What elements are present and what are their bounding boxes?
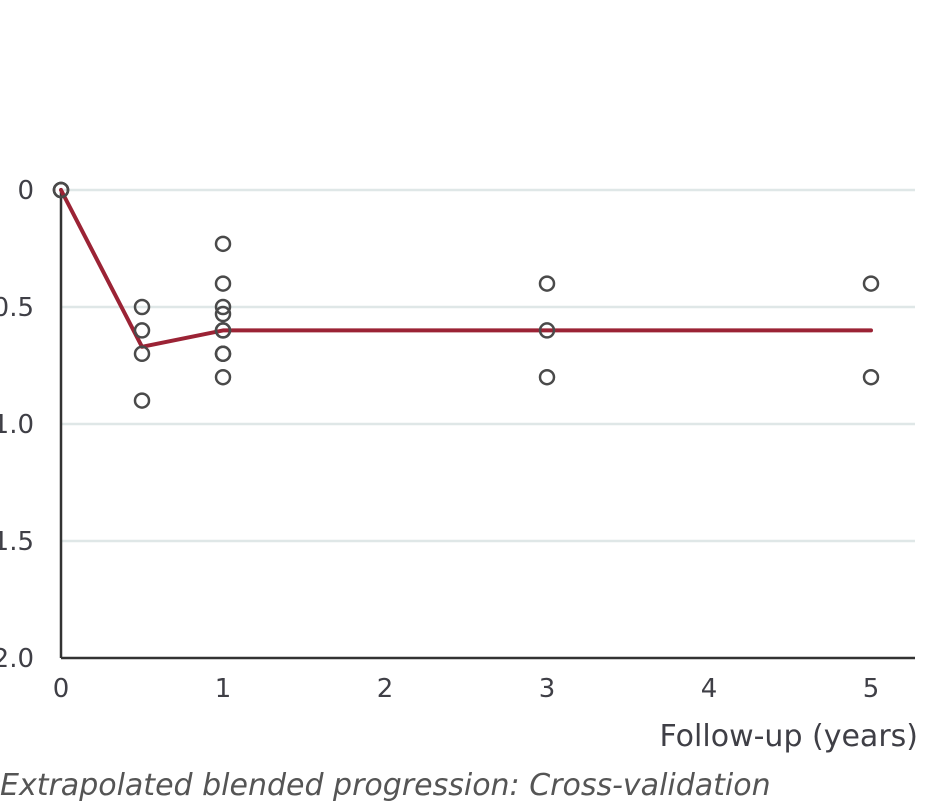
data-point <box>538 322 556 339</box>
data-point <box>133 322 151 339</box>
axes <box>59 188 915 660</box>
data-point <box>133 298 151 316</box>
x-tick-label: 3 <box>539 674 556 704</box>
data-point <box>214 305 232 323</box>
tick-labels: 0 -0.5 -1.0 -1.5 -2.0 0 1 2 3 4 5 <box>0 176 879 704</box>
data-point <box>214 322 232 339</box>
data-point <box>214 235 232 253</box>
y-tick-label: 0 <box>17 176 34 206</box>
x-tick-label: 1 <box>215 674 232 704</box>
data-point <box>133 392 151 409</box>
data-point <box>214 345 232 363</box>
x-tick-label: 2 <box>377 674 394 704</box>
data-point <box>52 181 70 199</box>
mean-line <box>59 188 873 349</box>
data-point <box>214 368 232 386</box>
x-axis-title: Follow-up (years) <box>660 719 919 754</box>
y-tick-label: -1.0 <box>0 410 34 440</box>
data-point <box>214 275 232 292</box>
y-tick-label: -0.5 <box>0 293 34 323</box>
data-point <box>538 275 556 292</box>
data-point <box>133 345 151 363</box>
y-tick-label: -2.0 <box>0 644 34 674</box>
data-point <box>862 368 880 386</box>
data-point <box>214 298 232 316</box>
x-tick-label: 0 <box>53 674 70 704</box>
y-tick-label: -1.5 <box>0 527 34 557</box>
mean-line-group <box>59 188 873 349</box>
data-points <box>52 181 880 409</box>
x-tick-label: 4 <box>701 674 718 704</box>
grid-lines <box>61 188 915 543</box>
data-point <box>538 368 556 386</box>
figure-caption: Extrapolated blended progression: Cross-… <box>0 768 771 803</box>
x-tick-label: 5 <box>863 674 880 704</box>
data-point <box>862 275 880 292</box>
